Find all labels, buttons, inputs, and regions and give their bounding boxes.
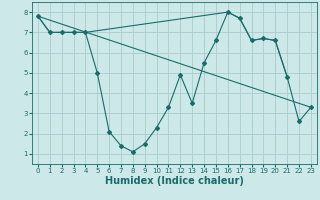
X-axis label: Humidex (Indice chaleur): Humidex (Indice chaleur) [105, 176, 244, 186]
